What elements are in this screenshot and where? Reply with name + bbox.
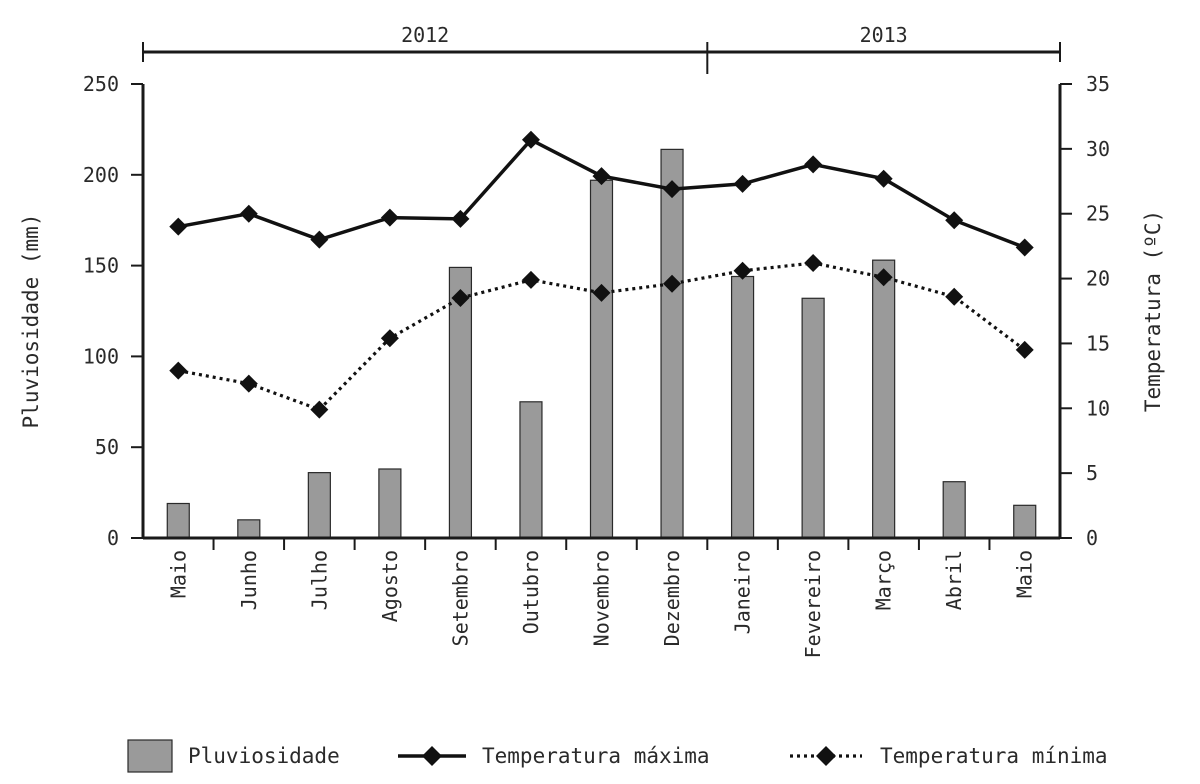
x-category-label: Maio [166,550,190,598]
y-tick-label-right: 35 [1086,72,1110,96]
x-category-label: Outubro [519,550,543,634]
legend-marker-temperatura-minima [816,746,836,766]
legend-label-pluviosidade: Pluviosidade [188,744,340,768]
x-category-label: Setembro [448,550,472,646]
x-category-label: Janeiro [731,550,755,634]
bar-pluviosidade [589,179,614,539]
bar-pluviosidade [730,275,755,539]
y-tick-label-right: 0 [1086,526,1098,550]
point-temperatura-maxima [804,155,823,174]
point-temperatura-maxima [451,209,470,228]
x-category-label: Agosto [378,550,402,622]
point-temperatura-minima [945,287,964,306]
point-temperatura-maxima [310,230,329,249]
y-tick-label-right: 10 [1086,396,1110,420]
legend: Pluviosidade Temperatura máxima Temperatur… [127,739,1108,773]
y-axis-title-right: Temperatura (ºC) [1141,210,1165,412]
point-temperatura-minima [451,289,470,308]
point-temperatura-maxima [380,208,399,227]
point-temperatura-maxima [239,204,258,223]
bar-pluviosidade [378,468,402,539]
x-category-label: Fevereiro [801,550,825,658]
bar-pluviosidade [801,297,825,539]
x-category-label: Maio [1013,550,1037,598]
y-tick-label-right: 25 [1086,202,1110,226]
point-temperatura-minima [310,400,329,419]
bar-pluviosidade [307,472,331,539]
bar-pluviosidade [872,259,896,539]
point-temperatura-maxima [945,211,964,230]
bar-pluviosidade [1013,504,1037,539]
y-tick-label-right: 20 [1086,267,1110,291]
bar-pluviosidade [448,266,473,539]
point-temperatura-maxima [169,217,188,236]
y-tick-label-right: 5 [1086,461,1098,485]
year-label: 2012 [401,23,449,47]
x-category-label: Novembro [590,550,614,646]
point-temperatura-maxima [733,174,752,193]
bar-pluviosidade [942,481,966,539]
y-tick-label-left: 0 [107,526,119,550]
point-temperatura-minima [521,270,540,289]
bar-pluviosidade [519,401,543,539]
bar-pluviosidade [660,148,684,539]
x-category-label: Junho [237,550,261,610]
point-temperatura-maxima [592,167,611,186]
bar-pluviosidade [237,519,261,539]
x-category-label: Abril [942,550,966,610]
point-temperatura-minima [239,374,258,393]
x-category-label: Março [872,550,896,610]
point-temperatura-maxima [874,169,893,188]
point-temperatura-minima [169,361,188,380]
point-temperatura-minima [663,274,682,293]
y-tick-label-right: 30 [1086,137,1110,161]
year-label: 2013 [860,23,908,47]
bar-pluviosidade [166,502,190,539]
year-bracket: 2012 2013 [142,23,1061,74]
point-temperatura-minima [1015,340,1034,359]
point-temperatura-maxima [1015,238,1034,257]
legend-swatch-pluviosidade [127,739,173,773]
axes: 0 50 100 150 200 250 0 5 10 15 20 25 30 35 Maio Junho Ju… [19,72,1165,658]
y-tick-label-left: 100 [83,344,119,368]
point-temperatura-maxima [521,130,540,149]
y-tick-label-right: 15 [1086,331,1110,355]
bar-series-pluviosidade [166,148,1037,539]
y-tick-label-left: 50 [95,435,119,459]
y-tick-label-left: 250 [83,72,119,96]
x-category-label: Dezembro [660,550,684,646]
point-temperatura-maxima [663,180,682,199]
y-tick-label-left: 200 [83,163,119,187]
y-axis-title-left: Pluviosidade (mm) [19,214,43,429]
point-temperatura-minima [380,329,399,348]
point-temperatura-minima [804,254,823,273]
y-tick-label-left: 150 [83,254,119,278]
legend-label-temperatura-minima: Temperatura mínima [880,744,1108,768]
point-temperatura-minima [874,268,893,287]
legend-marker-temperatura-maxima [422,746,442,766]
x-category-label: Julho [307,550,331,610]
legend-label-temperatura-maxima: Temperatura máxima [482,744,710,768]
point-temperatura-minima [592,283,611,302]
point-temperatura-minima [733,261,752,280]
line-series [169,130,1034,419]
